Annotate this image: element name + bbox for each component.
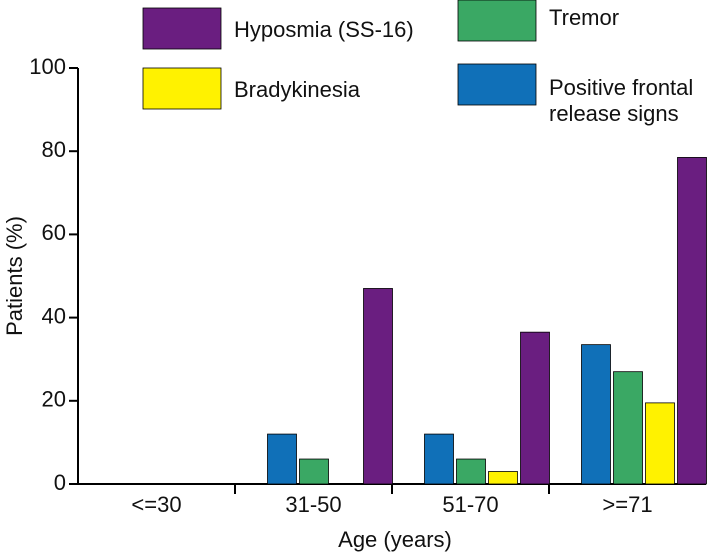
bar bbox=[456, 458, 486, 485]
bar bbox=[677, 157, 707, 485]
x-tick-label: >=71 bbox=[602, 492, 652, 517]
y-axis-title: Patients (%) bbox=[2, 216, 27, 336]
x-axis-title: Age (years) bbox=[338, 527, 452, 552]
y-tick-label: 80 bbox=[42, 137, 66, 162]
x-tick-label: <=30 bbox=[131, 492, 181, 517]
bar bbox=[613, 371, 643, 485]
x-tick-label: 51-70 bbox=[442, 492, 498, 517]
bar bbox=[299, 458, 329, 485]
x-tick-label: 31-50 bbox=[285, 492, 341, 517]
y-tick-label: 100 bbox=[29, 54, 66, 79]
bar bbox=[363, 288, 393, 485]
legend-label: Tremor bbox=[549, 5, 620, 30]
bar bbox=[645, 402, 675, 485]
legend-swatch bbox=[457, 0, 537, 42]
legend-swatch bbox=[142, 7, 222, 50]
bar bbox=[267, 433, 297, 485]
bar bbox=[581, 344, 611, 485]
y-tick-label: 20 bbox=[42, 387, 66, 412]
legend-label: Hyposmia (SS-16) bbox=[234, 17, 414, 42]
y-tick-label: 0 bbox=[54, 470, 66, 495]
legend-swatch bbox=[457, 63, 537, 106]
bar bbox=[424, 433, 454, 485]
y-tick-label: 40 bbox=[42, 303, 66, 328]
legend-label: Bradykinesia bbox=[234, 77, 360, 102]
bar bbox=[520, 331, 550, 485]
bar bbox=[488, 471, 518, 485]
y-tick-label: 60 bbox=[42, 220, 66, 245]
legend-label: Positive frontal release signs bbox=[549, 75, 694, 126]
legend-swatch bbox=[142, 67, 222, 110]
